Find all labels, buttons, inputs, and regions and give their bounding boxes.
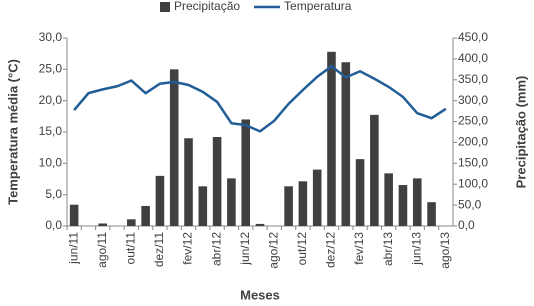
y-tick-label: 5,0 xyxy=(45,187,62,201)
line xyxy=(73,64,447,133)
bar xyxy=(312,169,322,226)
bar xyxy=(298,181,308,226)
x-tick-label: jun/12 xyxy=(238,232,252,266)
x-tick-label: ago/11 xyxy=(95,232,109,268)
x-tick-label: abr/12 xyxy=(209,232,223,266)
y2-tick-label: 450,0 xyxy=(458,30,488,44)
bar xyxy=(169,69,179,226)
bar xyxy=(227,178,236,226)
y2-axis-title: Precipitação (mm) xyxy=(513,76,528,189)
x-axis-title: Meses xyxy=(240,287,280,302)
y-tick-label: 20,0 xyxy=(39,93,63,107)
y2-tick-label: 100,0 xyxy=(458,176,488,190)
x-tick-label: jun/11 xyxy=(66,232,80,265)
y-tick-label: 25,0 xyxy=(39,62,63,76)
bar xyxy=(141,205,150,226)
y2-tick-label: 200,0 xyxy=(458,135,488,149)
bar xyxy=(241,119,250,226)
x-tick-label: out/12 xyxy=(295,232,309,266)
x-tick-label: jun/13 xyxy=(409,232,423,266)
bar xyxy=(398,185,408,226)
bar xyxy=(355,159,365,226)
y2-tick-label: 350,0 xyxy=(458,72,488,86)
x-tick-label: out/11 xyxy=(124,232,138,265)
bar xyxy=(184,138,193,226)
bar xyxy=(127,219,136,226)
y2-tick-label: 150,0 xyxy=(458,156,488,170)
x-tick-label: ago/12 xyxy=(266,232,280,269)
bar xyxy=(212,137,222,226)
bar xyxy=(341,62,351,226)
y2-tick-label: 400,0 xyxy=(458,51,488,65)
bar xyxy=(412,178,422,226)
bar xyxy=(155,175,165,226)
x-tick-label: fev/12 xyxy=(181,232,195,265)
y-tick-label: 0,0 xyxy=(45,218,62,232)
x-tick-label: dez/11 xyxy=(152,232,166,267)
y2-tick-label: 0,0 xyxy=(458,218,475,232)
y-tick-label: 15,0 xyxy=(39,124,63,138)
x-tick-label: dez/12 xyxy=(324,232,338,268)
bar xyxy=(255,223,265,226)
bar xyxy=(69,204,79,226)
bar xyxy=(370,114,379,226)
y2-tick-label: 250,0 xyxy=(458,114,488,128)
y2-tick-label: 50,0 xyxy=(458,197,482,211)
x-tick-label: abr/13 xyxy=(381,232,395,266)
legend-label: Precipitação xyxy=(174,0,240,13)
x-tick-label: ago/13 xyxy=(438,232,452,269)
bar xyxy=(384,173,393,226)
y-tick-label: 30,0 xyxy=(39,30,63,44)
y-axis-title: Temperatura média (°C) xyxy=(5,59,20,205)
bar xyxy=(427,202,436,226)
bar xyxy=(327,51,336,226)
y2-tick-label: 300,0 xyxy=(458,93,488,107)
legend-label: Temperatura xyxy=(284,0,352,13)
legend-swatch xyxy=(160,2,170,12)
bar xyxy=(284,186,293,226)
x-tick-label: fev/13 xyxy=(352,232,366,265)
bar xyxy=(198,186,208,226)
bar xyxy=(98,223,108,226)
y-tick-label: 10,0 xyxy=(39,156,63,170)
